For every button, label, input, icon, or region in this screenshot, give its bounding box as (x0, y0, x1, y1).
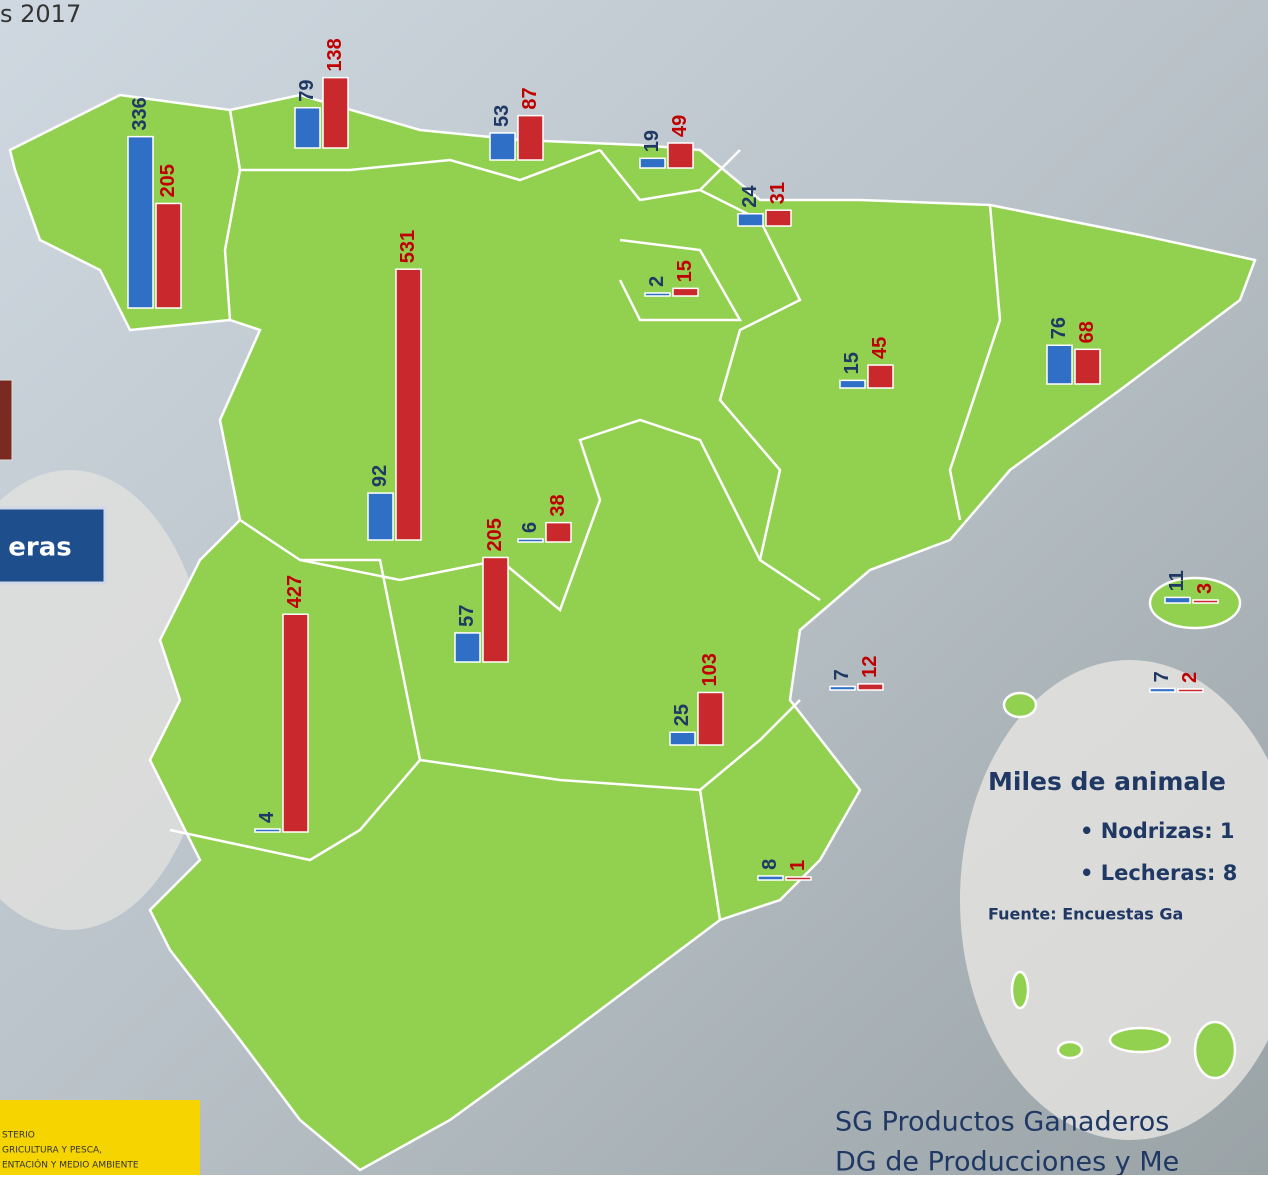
bar (1075, 349, 1100, 384)
bar (830, 686, 855, 690)
value-label: 79 (296, 79, 318, 101)
value-label: 4 (256, 811, 278, 823)
bar (283, 614, 308, 832)
bar (758, 876, 783, 880)
bar (698, 692, 723, 745)
canarias (1195, 1022, 1235, 1078)
value-label: 1 (787, 860, 809, 871)
side-box-text: eras (8, 533, 71, 563)
legend-item: • Nodrizas: 1 (1080, 819, 1235, 843)
legend-source: Fuente: Encuestas Ga (988, 905, 1183, 924)
bar (156, 203, 181, 308)
value-label: 7 (1151, 671, 1173, 682)
bar (546, 523, 571, 542)
bar (490, 133, 515, 160)
bar (738, 214, 763, 226)
value-label: 76 (1048, 317, 1070, 339)
bar (668, 143, 693, 168)
logo-text: ENTACIÓN Y MEDIO AMBIENTE (2, 1159, 139, 1171)
value-label: 25 (671, 704, 693, 726)
bar (518, 539, 543, 542)
value-label: 49 (669, 115, 691, 137)
bar (483, 557, 508, 662)
value-label: 45 (869, 337, 891, 359)
value-label: 38 (547, 494, 569, 516)
footer-text: DG de Producciones y Me (835, 1147, 1179, 1176)
value-label: 8 (759, 859, 781, 870)
bar (766, 210, 791, 226)
bar (868, 365, 893, 388)
bar (858, 684, 883, 690)
bar (128, 137, 153, 308)
value-label: 531 (397, 230, 419, 263)
bar (840, 380, 865, 388)
bar (786, 877, 811, 880)
bar (518, 116, 543, 160)
value-label: 6 (519, 522, 541, 533)
value-label: 53 (491, 105, 513, 127)
canarias (1012, 972, 1028, 1008)
value-label: 31 (767, 182, 789, 204)
bar (323, 78, 348, 148)
logo-text: GRICULTURA Y PESCA, (2, 1146, 102, 1156)
value-label: 427 (284, 575, 306, 608)
value-label: 7 (831, 669, 853, 680)
logo-text: STERIO (2, 1131, 35, 1141)
side-bar (0, 380, 12, 460)
value-label: 2 (646, 276, 668, 287)
value-label: 15 (674, 260, 696, 282)
value-label: 138 (324, 38, 346, 71)
bar (1150, 688, 1175, 692)
page: s 2017 eras Miles de animale • Nodrizas:… (0, 0, 1268, 1175)
bar (640, 158, 665, 168)
value-label: 19 (641, 130, 663, 152)
bar (1165, 597, 1190, 603)
bar (673, 288, 698, 296)
value-label: 103 (699, 653, 721, 686)
bar (368, 493, 393, 540)
value-label: 2 (1179, 672, 1201, 683)
legend-item: • Lecheras: 8 (1080, 861, 1237, 885)
value-label: 24 (739, 185, 761, 208)
bar (1178, 689, 1203, 692)
footer-text: SG Productos Ganaderos (835, 1107, 1169, 1138)
legend-item-text: Lecheras: 8 (1101, 861, 1238, 885)
header-text: s 2017 (0, 0, 81, 28)
value-label: 68 (1076, 321, 1098, 343)
value-label: 205 (484, 518, 506, 551)
canarias (1058, 1042, 1082, 1058)
bar (455, 633, 480, 662)
value-label: 92 (369, 465, 391, 487)
value-label: 3 (1194, 583, 1216, 594)
value-label: 205 (157, 164, 179, 197)
value-label: 336 (129, 97, 151, 130)
legend-item-text: Nodrizas: 1 (1101, 819, 1235, 843)
value-label: 11 (1166, 570, 1188, 591)
slide: s 2017 eras Miles de animale • Nodrizas:… (0, 0, 1268, 1175)
value-label: 15 (841, 352, 863, 374)
bar (295, 108, 320, 148)
bar (1193, 600, 1218, 603)
bar (396, 269, 421, 540)
bar (1047, 345, 1072, 384)
value-label: 87 (519, 87, 541, 109)
value-label: 57 (456, 605, 478, 627)
bar (255, 829, 280, 832)
baleares (1004, 693, 1036, 717)
canarias (1110, 1028, 1170, 1052)
bar (645, 293, 670, 296)
bar (670, 732, 695, 745)
value-label: 12 (859, 656, 881, 678)
legend-title: Miles de animale (988, 767, 1226, 796)
